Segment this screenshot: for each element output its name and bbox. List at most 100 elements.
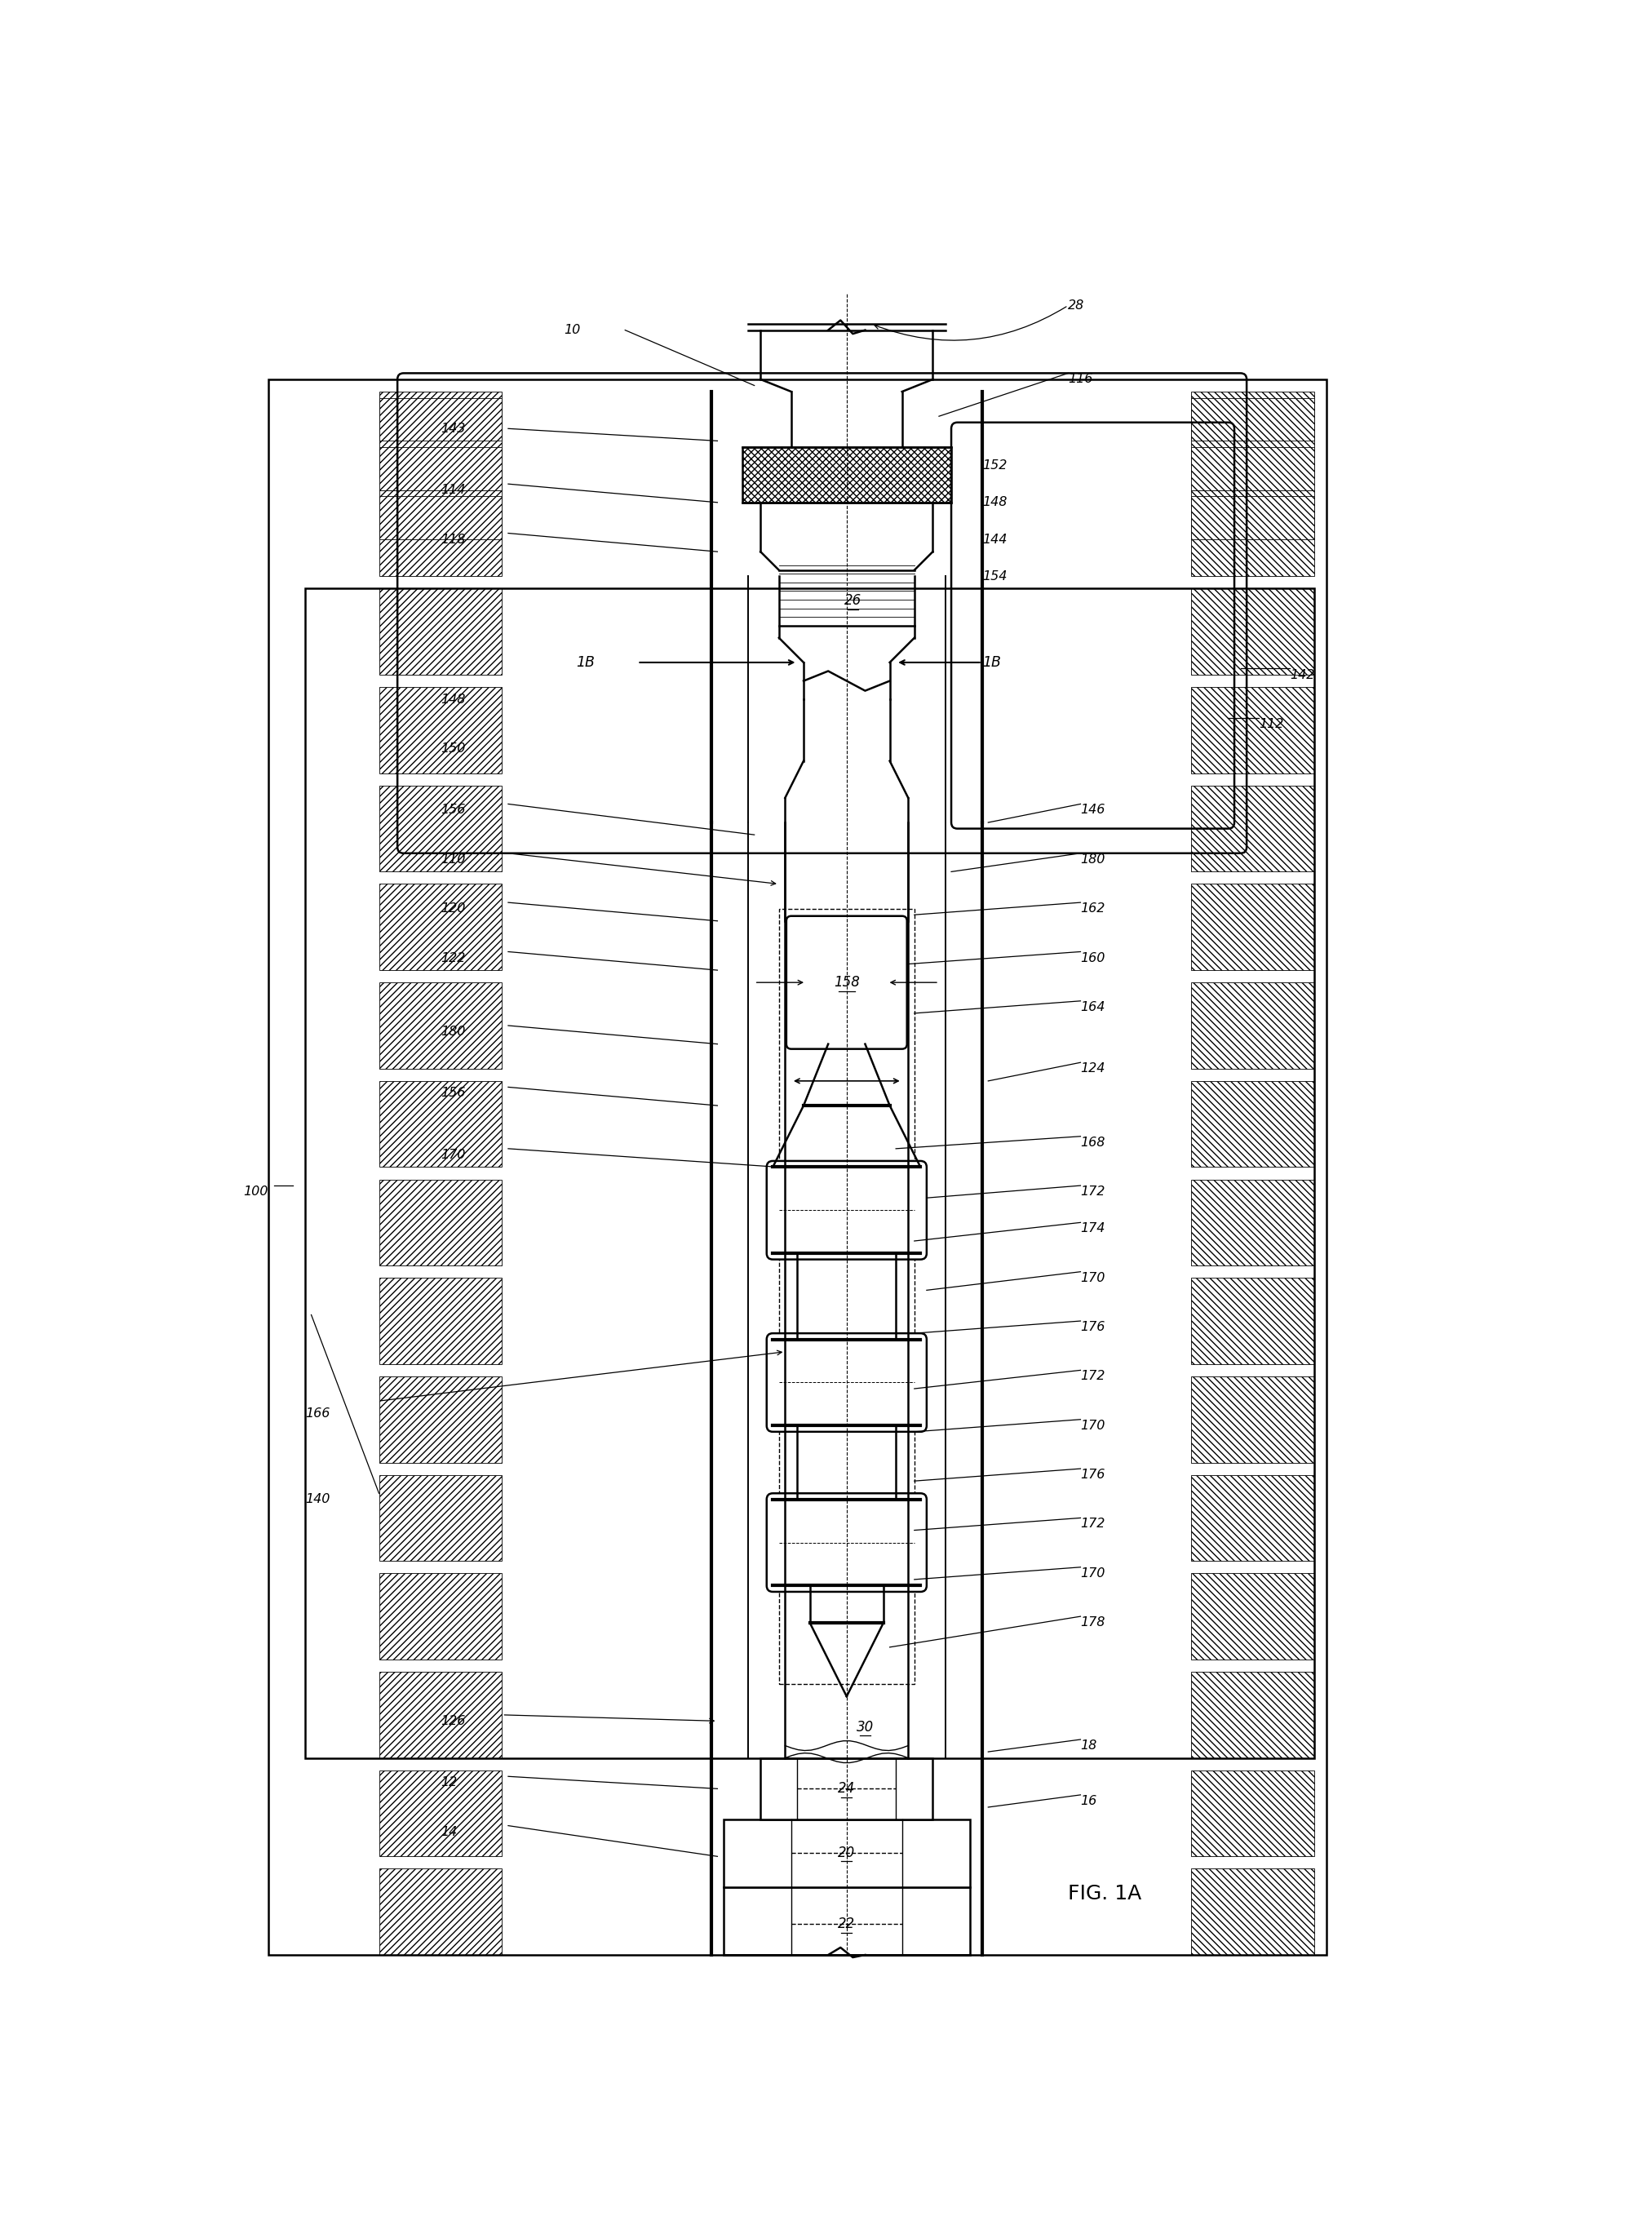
Text: 26: 26 — [844, 593, 861, 609]
Text: 168: 168 — [1080, 1137, 1105, 1148]
Bar — [378, 589, 502, 676]
Text: 124: 124 — [1080, 1063, 1105, 1074]
Text: 172: 172 — [1080, 1517, 1105, 1531]
FancyBboxPatch shape — [767, 1493, 927, 1591]
Bar — [1191, 1672, 1315, 1759]
Bar — [378, 497, 502, 539]
FancyBboxPatch shape — [767, 1334, 927, 1432]
Text: 20: 20 — [838, 1846, 856, 1860]
Text: 24: 24 — [838, 1781, 856, 1797]
Text: 16: 16 — [1080, 1795, 1097, 1806]
Bar — [1191, 1081, 1315, 1168]
Text: 114: 114 — [441, 483, 466, 497]
Text: 162: 162 — [1080, 902, 1105, 915]
Bar — [1191, 1475, 1315, 1562]
Bar — [1191, 448, 1315, 490]
Text: 158: 158 — [834, 976, 859, 989]
Text: 120: 120 — [441, 902, 466, 915]
Text: 180: 180 — [441, 1025, 466, 1038]
Text: 152: 152 — [981, 459, 1006, 472]
Text: 176: 176 — [1080, 1320, 1105, 1334]
Bar — [1191, 1376, 1315, 1464]
Bar — [1191, 1278, 1315, 1365]
Text: 178: 178 — [1080, 1616, 1105, 1629]
Bar — [378, 1573, 502, 1661]
Text: 30: 30 — [856, 1719, 874, 1734]
Text: FIG. 1A: FIG. 1A — [1069, 1884, 1142, 1902]
Bar — [1191, 687, 1315, 772]
Text: 146: 146 — [1080, 803, 1105, 817]
Text: 172: 172 — [1080, 1370, 1105, 1383]
Text: 118: 118 — [441, 533, 466, 546]
Text: 1B: 1B — [981, 656, 1001, 669]
Bar — [1191, 982, 1315, 1068]
Bar — [378, 398, 502, 441]
Bar — [1191, 1770, 1315, 1858]
Bar — [378, 1278, 502, 1365]
Text: 170: 170 — [441, 1148, 466, 1162]
Bar — [268, 378, 1327, 1956]
Text: 156: 156 — [441, 803, 466, 817]
Bar — [378, 490, 502, 575]
Bar — [724, 1819, 970, 1887]
FancyBboxPatch shape — [767, 1162, 927, 1260]
Text: 148: 148 — [981, 497, 1006, 508]
Text: 10: 10 — [563, 325, 580, 336]
Text: 110: 110 — [441, 853, 466, 866]
Text: 164: 164 — [1080, 1000, 1105, 1014]
Bar — [1191, 1869, 1315, 1956]
Text: 170: 170 — [1080, 1419, 1105, 1432]
Text: 142: 142 — [1290, 669, 1315, 680]
Bar — [1191, 392, 1315, 477]
Bar — [378, 1475, 502, 1562]
Text: 150: 150 — [441, 743, 466, 754]
Bar — [1191, 398, 1315, 441]
Text: 22: 22 — [838, 1916, 856, 1931]
Text: 116: 116 — [1069, 374, 1094, 385]
Bar — [378, 687, 502, 772]
Text: 126: 126 — [441, 1714, 466, 1728]
Bar — [742, 448, 952, 504]
Bar — [378, 982, 502, 1068]
Bar — [378, 448, 502, 490]
Bar — [1191, 1179, 1315, 1267]
Text: 170: 170 — [1080, 1271, 1105, 1285]
Text: 122: 122 — [441, 951, 466, 965]
Text: 160: 160 — [1080, 951, 1105, 965]
Bar — [306, 589, 1315, 1759]
Bar — [1191, 589, 1315, 676]
Text: 176: 176 — [1080, 1468, 1105, 1482]
Text: 154: 154 — [981, 571, 1006, 582]
Text: 100: 100 — [243, 1186, 268, 1197]
Bar — [780, 909, 914, 1685]
Text: 140: 140 — [306, 1493, 330, 1506]
Text: 18: 18 — [1080, 1739, 1097, 1752]
Bar — [1191, 786, 1315, 871]
Bar — [378, 1770, 502, 1858]
Text: 144: 144 — [981, 533, 1006, 546]
Bar — [378, 1081, 502, 1168]
Bar — [760, 1759, 933, 1819]
Bar — [378, 1869, 502, 1956]
Bar — [1191, 490, 1315, 575]
Bar — [378, 786, 502, 871]
Text: 14: 14 — [441, 1826, 458, 1837]
Text: 166: 166 — [306, 1408, 330, 1419]
Bar — [378, 392, 502, 477]
Bar — [1191, 497, 1315, 539]
Text: 172: 172 — [1080, 1186, 1105, 1197]
Text: 148: 148 — [441, 694, 466, 705]
Text: 112: 112 — [1259, 718, 1284, 730]
Bar — [378, 1179, 502, 1267]
Text: 1B: 1B — [577, 656, 595, 669]
Text: 28: 28 — [1069, 300, 1085, 311]
Text: 143: 143 — [441, 423, 466, 434]
Text: 180: 180 — [1080, 853, 1105, 866]
Text: 156: 156 — [441, 1088, 466, 1099]
Bar — [724, 1887, 970, 1956]
FancyBboxPatch shape — [786, 915, 907, 1050]
Text: 170: 170 — [1080, 1567, 1105, 1580]
Text: 12: 12 — [441, 1777, 458, 1788]
Bar — [378, 1376, 502, 1464]
Bar — [378, 884, 502, 971]
